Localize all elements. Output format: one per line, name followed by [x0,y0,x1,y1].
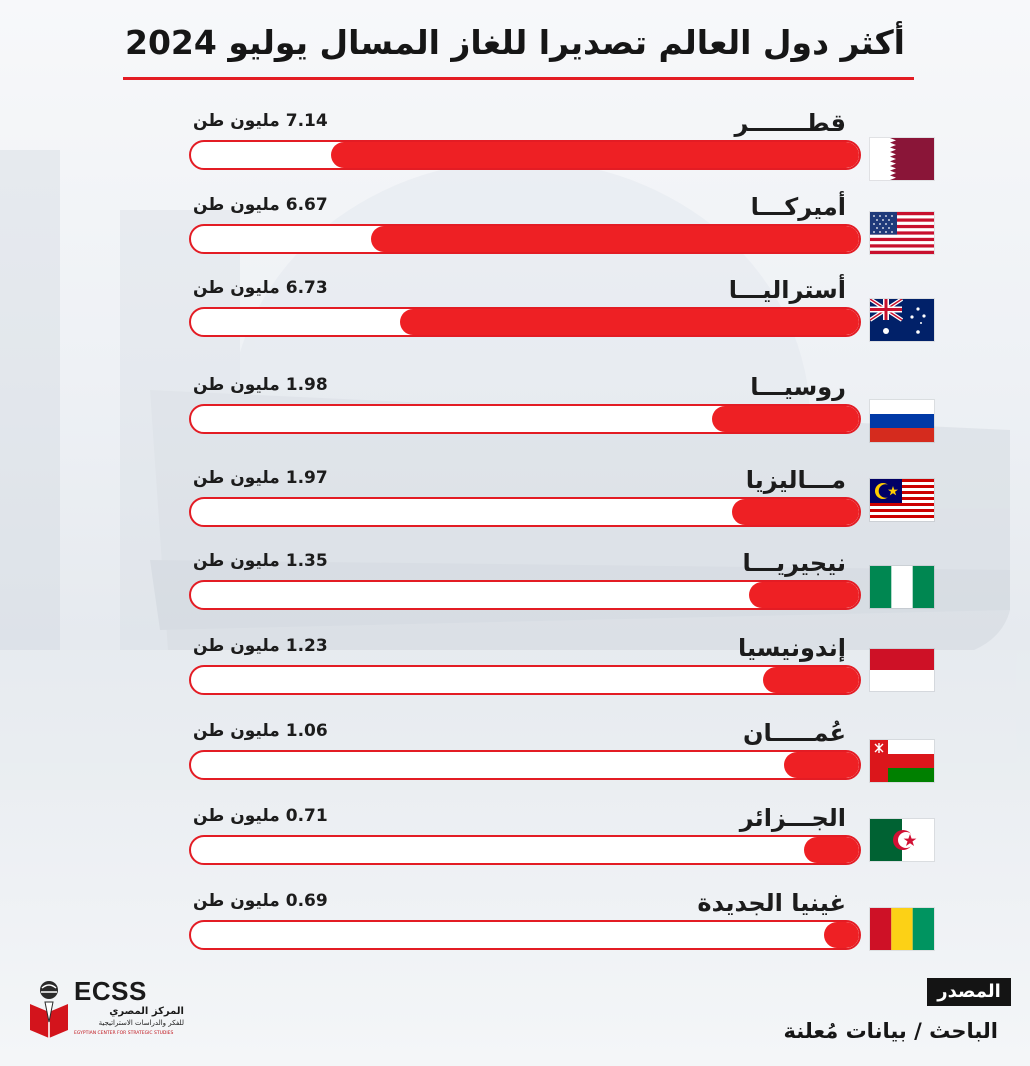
bar-fill [400,309,859,335]
country-label: قطـــــــر [734,109,846,137]
bar-row: أميركـــا 6.67 مليون طن [0,192,1030,282]
country-label: نيجيريـــا [742,549,846,577]
country-label: أستراليـــا [728,276,846,304]
value-label: 1.35 مليون طن [193,551,328,571]
logo-arabic-subtitle: للفكر والدراسات الاستراتيجية [98,1019,184,1027]
title-underline [123,77,914,80]
bar-fill [732,499,859,525]
country-label: غينيا الجديدة [697,889,846,917]
bar-track [189,750,861,780]
source-text: الباحث / بيانات مُعلنة [783,1019,998,1043]
country-label: الجـــزائر [739,804,846,832]
bar-track [189,224,861,254]
bar-row: غينيا الجديدة 0.69 مليون طن [0,888,1030,978]
bar-row: نيجيريـــا 1.35 مليون طن [0,548,1030,638]
logo-arabic-name: المركز المصري [109,1006,184,1017]
bar-fill [749,582,859,608]
book-pen-logo-icon [30,981,68,1038]
bar-row: أستراليـــا 6.73 مليون طن [0,275,1030,365]
value-label: 7.14 مليون طن [193,111,328,131]
nigeria-flag-icon [870,566,934,608]
bar-row: عُمـــــان 1.06 مليون طن [0,718,1030,808]
bar-row: قطـــــــر 7.14 مليون طن [0,108,1030,198]
bar-track [189,665,861,695]
value-label: 0.71 مليون طن [193,806,328,826]
bar-row: مـــاليزيا 1.97 مليون طن [0,465,1030,555]
value-label: 6.73 مليون طن [193,278,328,298]
logo-brand-text: ECSS [74,976,147,1006]
bar-track [189,920,861,950]
logo-english-name: EGYPTIAN CENTER FOR STRATEGIC STUDIES [74,1031,174,1036]
usa-flag-icon [870,212,934,254]
bar-track [189,580,861,610]
source-badge: المصدر [927,978,1011,1006]
value-label: 1.06 مليون طن [193,721,328,741]
country-label: أميركـــا [750,193,846,221]
australia-flag-icon [870,299,934,341]
bar-fill [784,752,859,778]
page-title: أكثر دول العالم تصديرا للغاز المسال يولي… [125,23,905,62]
bar-fill [712,406,859,432]
oman-flag-icon [870,740,934,782]
indonesia-flag-icon [870,649,934,691]
value-label: 1.98 مليون طن [193,375,328,395]
bar-track [189,835,861,865]
bar-row: إندونيسيا 1.23 مليون طن [0,633,1030,723]
bar-fill [763,667,859,693]
ecss-logo: ECSS المركز المصري للفكر والدراسات الاست… [28,976,184,1046]
bar-fill [804,837,859,863]
qatar-flag-icon [870,138,934,180]
country-label: عُمـــــان [743,719,846,747]
guinea-flag-icon [870,908,934,950]
bar-row: الجـــزائر 0.71 مليون طن [0,803,1030,893]
bar-track [189,497,861,527]
bar-fill [371,226,859,252]
algeria-flag-icon [870,819,934,861]
bar-fill [331,142,859,168]
bar-track [189,140,861,170]
country-label: مـــاليزيا [745,466,846,494]
bar-track [189,404,861,434]
value-label: 1.23 مليون طن [193,636,328,656]
value-label: 6.67 مليون طن [193,195,328,215]
bar-fill [824,922,859,948]
value-label: 0.69 مليون طن [193,891,328,911]
russia-flag-icon [870,400,934,442]
malaysia-flag-icon [870,479,934,521]
country-label: إندونيسيا [737,634,846,662]
country-label: روسيـــا [750,373,846,401]
value-label: 1.97 مليون طن [193,468,328,488]
bar-track [189,307,861,337]
bar-row: روسيـــا 1.98 مليون طن [0,372,1030,462]
